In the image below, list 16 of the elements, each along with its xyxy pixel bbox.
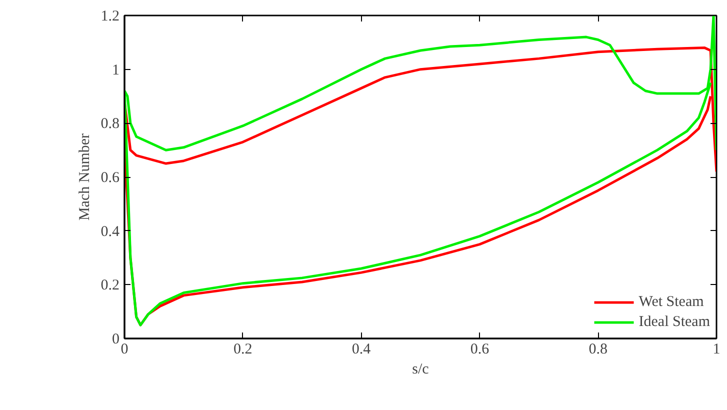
- y-tick-label: 0.4: [100, 224, 120, 240]
- y-tick-label: 1.2: [100, 8, 120, 24]
- y-tick-label: 0: [112, 332, 120, 348]
- y-tick-label: 0.6: [100, 170, 120, 186]
- x-tick-label: 0.6: [470, 342, 490, 358]
- y-tick-label: 1: [112, 62, 120, 78]
- y-tick-label: 0.2: [100, 278, 120, 294]
- legend-label: Ideal Steam: [638, 314, 710, 330]
- y-axis-title: Mach Number: [76, 133, 93, 221]
- x-tick-label: 0.8: [588, 342, 608, 358]
- x-axis-title: s/c: [412, 362, 430, 378]
- y-tick-label: 0.8: [100, 116, 120, 132]
- legend-label: Wet Steam: [638, 294, 704, 310]
- x-tick-label: 1: [712, 342, 720, 358]
- x-tick-label: 0.2: [234, 342, 252, 358]
- x-tick-label: 0.4: [352, 342, 372, 358]
